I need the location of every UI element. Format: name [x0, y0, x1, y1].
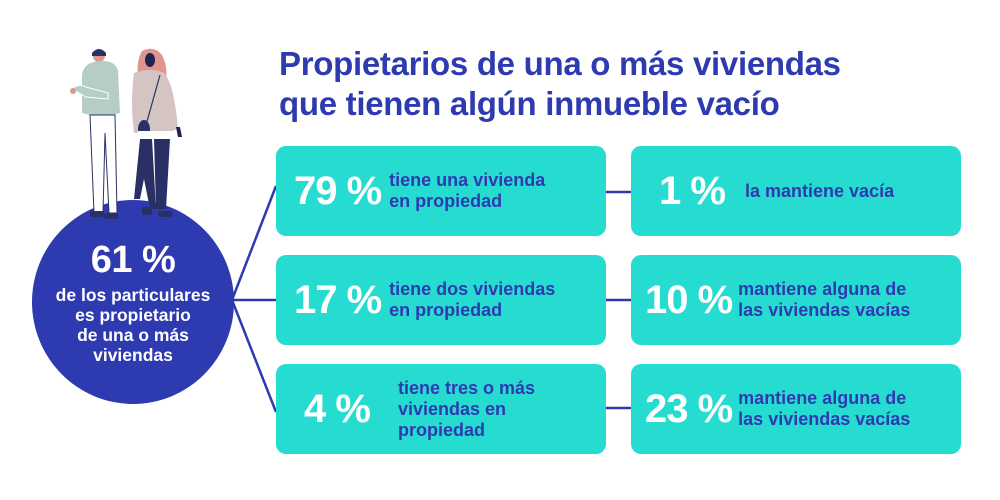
- vacancy-percentage: 1 %: [659, 169, 726, 213]
- ownership-box-two-homes: 17 % tiene dos viviendas en propiedad: [276, 255, 606, 345]
- summary-description: de los particulares es propietario de un…: [55, 285, 211, 365]
- ownership-percentage: 4 %: [304, 387, 371, 431]
- vacancy-description: mantiene alguna de las viviendas vacías: [738, 388, 911, 429]
- vacancy-box-two-homes: 10 % mantiene alguna de las viviendas va…: [631, 255, 961, 345]
- title-line-1: Propietarios de una o más viviendas: [279, 45, 841, 82]
- ownership-box-three-or-more-homes: 4 % tiene tres o más viviendas en propie…: [276, 364, 606, 454]
- vacancy-box-three-or-more-homes: 23 % mantiene alguna de las viviendas va…: [631, 364, 961, 454]
- ownership-description: tiene una vivienda en propiedad: [389, 170, 546, 211]
- vacancy-description: la mantiene vacía: [745, 180, 895, 201]
- page-title: Propietarios de una o más viviendas que …: [279, 44, 841, 124]
- couple-walking-illustration-icon: [70, 48, 182, 219]
- ownership-description: tiene dos viviendas en propiedad: [389, 279, 556, 320]
- ownership-percentage: 79 %: [294, 169, 382, 213]
- vacancy-box-one-home: 1 % la mantiene vacía: [631, 146, 961, 236]
- vacancy-description: mantiene alguna de las viviendas vacías: [738, 279, 911, 320]
- summary-percentage: 61 %: [90, 239, 176, 281]
- ownership-box-one-home: 79 % tiene una vivienda en propiedad: [276, 146, 606, 236]
- vacancy-percentage: 10 %: [645, 278, 733, 322]
- title-line-2: que tienen algún inmueble vacío: [279, 85, 780, 122]
- summary-circle: 61 % de los particulares es propietario …: [32, 200, 234, 404]
- ownership-percentage: 17 %: [294, 278, 382, 322]
- vacancy-percentage: 23 %: [645, 387, 733, 431]
- ownership-description: tiene tres o más viviendas en propiedad: [398, 377, 536, 440]
